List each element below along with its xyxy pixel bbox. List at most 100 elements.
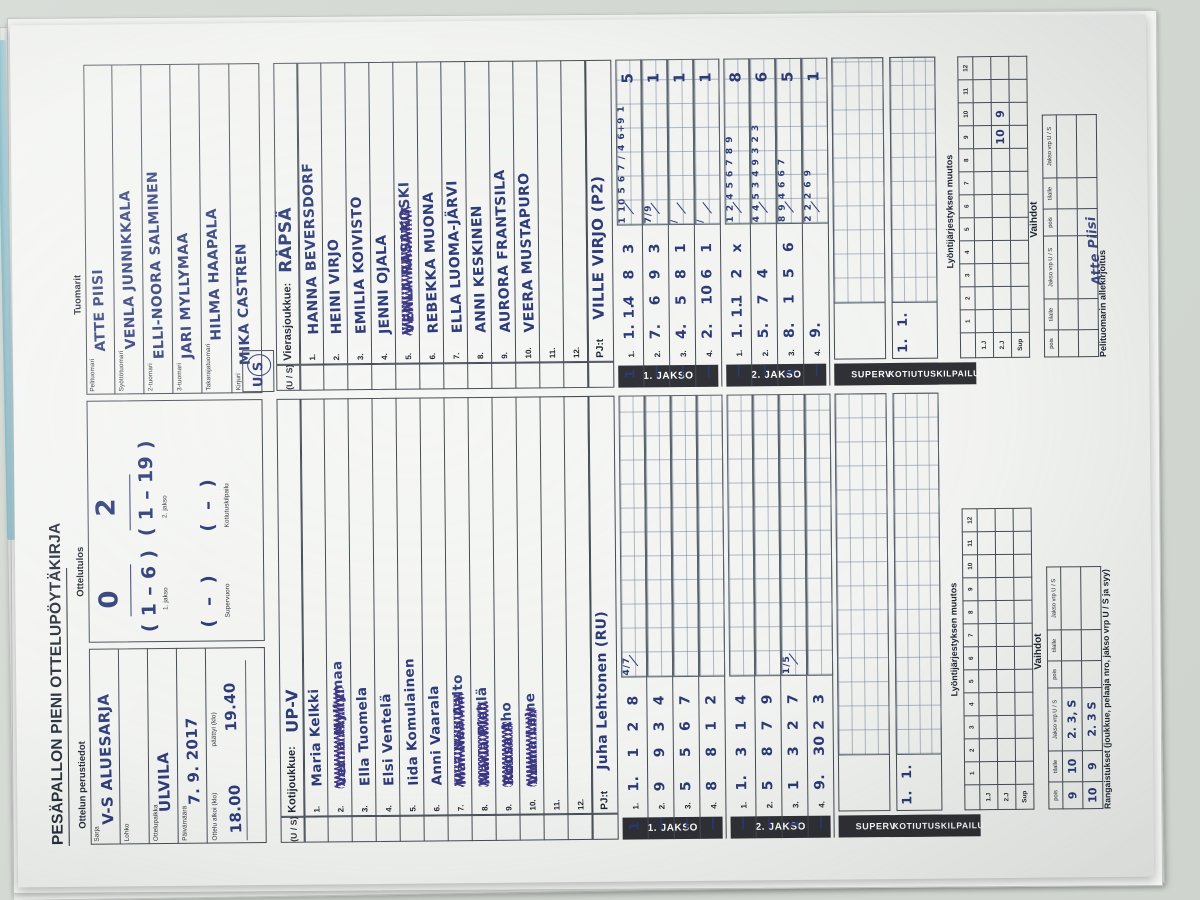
lineup-cell[interactable]: [1014, 669, 1033, 693]
home-kotiutus-r1[interactable]: 1.: [900, 790, 916, 805]
lineup-cell[interactable]: [992, 286, 1012, 310]
subs-cell[interactable]: [1061, 660, 1082, 688]
period-runs[interactable]: 1. 1.: [621, 302, 638, 340]
period-grid[interactable]: [693, 58, 721, 225]
player-us-cell[interactable]: [328, 816, 353, 843]
period-total[interactable]: 5: [778, 71, 797, 83]
lineup-cell[interactable]: [1015, 761, 1034, 785]
lineup-cell[interactable]: [979, 761, 998, 785]
period-cell[interactable]: 9: [651, 747, 668, 758]
table-row[interactable]: Sup: [1008, 56, 1030, 358]
lineup-cell[interactable]: [978, 623, 997, 647]
period-grid[interactable]: [801, 57, 829, 224]
period-us-mark[interactable]: 1: [783, 367, 799, 378]
period-cell[interactable]: 3: [785, 745, 802, 757]
period-cell[interactable]: 1: [733, 720, 750, 731]
lineup-cell[interactable]: [995, 600, 1015, 624]
period-grid[interactable]: [696, 394, 726, 677]
away-kotiutus-r2[interactable]: 1.: [895, 312, 911, 327]
period-cell[interactable]: 2: [785, 719, 802, 731]
home-supervuoro-grid[interactable]: [834, 393, 890, 756]
period-grid[interactable]: [726, 394, 756, 677]
lineup-cell[interactable]: [1010, 217, 1029, 241]
away-lineup-change-table[interactable]: 1 2 3 4 5 6 7 8 9 10 11 12 1.J 2.J 10 9 Sup: [957, 56, 1030, 359]
period-total[interactable]: 1: [804, 70, 823, 82]
subs-cell[interactable]: [1076, 114, 1097, 178]
lineup-cell[interactable]: [1009, 171, 1029, 195]
away-supervuoro-grid[interactable]: [831, 57, 886, 304]
period-runs[interactable]: 1.: [734, 774, 751, 791]
home-pj-us[interactable]: [592, 813, 619, 840]
period-cell[interactable]: 4: [621, 295, 638, 306]
period-us-mark[interactable]: —: [705, 816, 721, 830]
lineup-cell[interactable]: [1013, 554, 1032, 578]
player-us-cell[interactable]: [300, 364, 325, 391]
result-kotiutus[interactable]: ( – ): [197, 478, 219, 532]
lineup-cell[interactable]: [1013, 600, 1033, 624]
period-cell[interactable]: 7: [759, 720, 776, 731]
lineup-cell[interactable]: [1010, 194, 1029, 218]
period-total[interactable]: 1: [670, 72, 689, 84]
period-total[interactable]: 5: [618, 72, 637, 84]
lineup-cell[interactable]: [992, 217, 1011, 241]
period-cell[interactable]: 4: [755, 268, 772, 279]
period-cell[interactable]: 9: [759, 694, 776, 705]
subs-cell[interactable]: 10: [1062, 750, 1083, 782]
basics-value-2[interactable]: ULVILA: [154, 751, 175, 813]
lineup-cell[interactable]: [1010, 263, 1029, 287]
period-cell[interactable]: 10: [699, 284, 716, 305]
period-cell[interactable]: 1: [699, 242, 716, 253]
period-cell[interactable]: 3: [621, 243, 638, 254]
period-cell[interactable]: 6: [699, 268, 716, 279]
period-total[interactable]: 8: [726, 71, 745, 83]
period-cell[interactable]: 8: [673, 268, 690, 280]
period-us-mark[interactable]: 1: [623, 369, 639, 379]
lineup-cell[interactable]: [973, 171, 993, 195]
home-coach-name[interactable]: Juha Lehtonen (RU): [593, 610, 612, 770]
period-runs[interactable]: 9.: [812, 773, 829, 790]
period-us-mark[interactable]: —: [653, 816, 669, 831]
period-grid[interactable]: [667, 58, 695, 226]
lineup-cell[interactable]: 9: [991, 102, 1010, 126]
period-grid[interactable]: [723, 58, 751, 225]
lineup-cell[interactable]: [997, 761, 1016, 785]
lineup-cell[interactable]: [977, 508, 996, 532]
player-us-cell[interactable]: [324, 364, 349, 391]
table-row[interactable]: [1056, 114, 1079, 357]
away-kotiutus-grid[interactable]: [889, 56, 938, 304]
period-grid[interactable]: [644, 395, 674, 678]
period-runs[interactable]: 5.: [755, 322, 772, 339]
player-us-cell[interactable]: [492, 362, 517, 389]
subs-cell[interactable]: [1080, 566, 1102, 630]
home-kotiutus-r2[interactable]: 1.: [900, 764, 916, 779]
player-us-cell[interactable]: [304, 816, 329, 843]
lineup-cell[interactable]: [973, 125, 992, 149]
lineup-cell[interactable]: [995, 554, 1014, 578]
lineup-cell[interactable]: [1009, 102, 1028, 126]
result-p2[interactable]: ( 1 – 19 ): [134, 440, 158, 537]
lineup-cell[interactable]: [977, 531, 996, 555]
period-runs[interactable]: 1: [786, 779, 803, 791]
lineup-cell[interactable]: [978, 669, 997, 693]
subs-cell[interactable]: [1058, 329, 1079, 357]
lineup-cell[interactable]: [991, 171, 1011, 195]
subs-cell[interactable]: [1056, 114, 1077, 178]
subs-cell[interactable]: [1081, 660, 1102, 688]
lineup-cell[interactable]: [992, 240, 1011, 264]
period-us-mark[interactable]: —: [731, 364, 747, 378]
lineup-cell[interactable]: [993, 309, 1012, 333]
player-us-cell[interactable]: [420, 363, 445, 390]
period-cell[interactable]: 8: [759, 746, 776, 757]
period-cell[interactable]: 1: [703, 720, 720, 731]
lineup-cell[interactable]: [977, 600, 997, 624]
subs-cell[interactable]: 9: [1082, 750, 1103, 782]
lineup-cell[interactable]: [974, 240, 993, 264]
ref-value-0[interactable]: ATTE PIISI: [90, 268, 110, 352]
period-runs[interactable]: 5: [678, 780, 695, 792]
period-grid[interactable]: [641, 59, 669, 226]
lineup-cell[interactable]: [977, 554, 996, 578]
lineup-cell[interactable]: [1014, 623, 1033, 647]
period-cell[interactable]: 8: [703, 746, 720, 757]
player-us-cell[interactable]: [516, 362, 541, 389]
